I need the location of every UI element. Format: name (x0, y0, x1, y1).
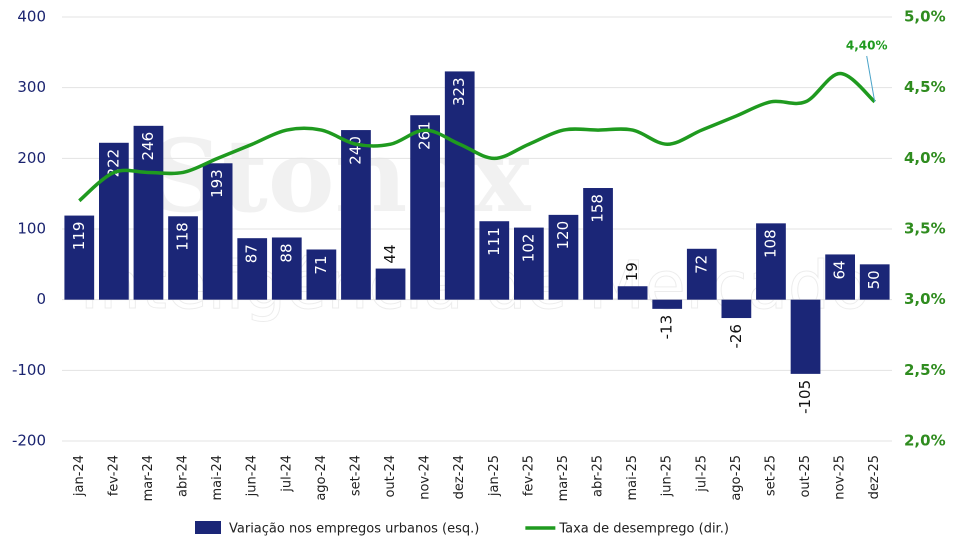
data-label: 193 (208, 169, 226, 198)
bar (271, 237, 302, 300)
x-tick-label: set-25 (763, 455, 778, 496)
bar (479, 221, 510, 300)
y-tick-label: 200 (17, 149, 46, 167)
x-tick-label: abr-24 (176, 455, 191, 497)
annotation-leader (866, 55, 876, 102)
bar (64, 215, 95, 300)
bar (548, 214, 579, 300)
bar (721, 299, 752, 319)
x-tick-label: mar-24 (141, 455, 156, 501)
data-label: 323 (450, 77, 468, 106)
x-tick-label: out-24 (383, 455, 398, 498)
x-tick-label: set-24 (348, 455, 363, 496)
bar (237, 238, 268, 300)
bar (514, 227, 544, 300)
data-label: 118 (174, 222, 192, 251)
x-tick-label: fev-25 (521, 455, 536, 496)
data-label: -105 (796, 380, 814, 414)
data-label: 120 (554, 221, 572, 250)
y-tick-label: -100 (12, 361, 46, 379)
data-label: 50 (865, 270, 883, 289)
data-label: 119 (70, 222, 88, 251)
legend-swatch (195, 521, 221, 534)
data-label: -26 (727, 324, 745, 349)
data-label: 102 (519, 234, 537, 263)
y-tick-label: 100 (17, 220, 46, 238)
legend-label: Taxa de desemprego (dir.) (558, 522, 729, 537)
bar (444, 71, 475, 300)
bar (410, 115, 440, 300)
x-tick-label: dez-25 (867, 455, 882, 499)
data-label: 64 (831, 260, 849, 279)
y2-tick-label: 2,5% (904, 361, 946, 379)
x-tick-label: jan-24 (72, 455, 87, 497)
y2-tick-label: 3,5% (904, 220, 946, 238)
data-label: 87 (243, 244, 261, 263)
y2-tick-label: 4,5% (904, 78, 946, 96)
x-tick-label: jul-24 (279, 455, 294, 493)
x-tick-label: mai-25 (625, 455, 640, 500)
data-label: 158 (589, 194, 607, 223)
data-label: 108 (761, 229, 779, 258)
y2-tick-label: 3,0% (904, 290, 946, 308)
y2-tick-label: 4,0% (904, 149, 946, 167)
x-tick-label: nov-25 (833, 455, 848, 500)
bar (859, 264, 890, 300)
y-tick-label: 300 (17, 78, 46, 96)
x-tick-label: mai-24 (210, 455, 225, 500)
x-tick-label: ago-25 (729, 455, 744, 501)
bar (617, 286, 648, 300)
x-tick-label: ago-24 (314, 455, 329, 501)
data-label: 111 (485, 227, 503, 256)
bar (756, 223, 786, 300)
data-label: 71 (312, 255, 330, 274)
watermark: Inteligência de Mercado (80, 247, 871, 324)
data-label: 261 (416, 121, 434, 150)
x-tick-label: nov-24 (418, 455, 433, 500)
x-tick-label: jun-25 (660, 455, 675, 497)
x-tick-label: jan-25 (487, 455, 502, 497)
x-tick-label: jun-24 (245, 455, 260, 497)
y2-tick-label: 2,0% (904, 432, 946, 450)
bar (202, 163, 233, 300)
x-tick-label: out-25 (798, 455, 813, 498)
y-tick-label: -200 (12, 432, 46, 450)
bar (341, 130, 371, 300)
legend-label: Variação nos empregos urbanos (esq.) (229, 522, 479, 537)
x-tick-label: dez-24 (452, 455, 467, 499)
bar (306, 249, 337, 300)
data-label: 246 (139, 132, 157, 161)
data-label: 44 (381, 244, 399, 263)
x-tick-label: fev-24 (106, 455, 121, 496)
bar (133, 125, 164, 300)
data-label: 72 (692, 255, 710, 274)
y-tick-label: 0 (36, 290, 46, 308)
data-label: 19 (623, 262, 641, 281)
bar (375, 268, 406, 300)
y2-tick-label: 5,0% (904, 8, 946, 26)
bar (825, 254, 855, 300)
bar (686, 248, 717, 300)
x-tick-label: abr-25 (591, 455, 606, 497)
data-label: -13 (658, 315, 676, 340)
bar (583, 188, 613, 300)
x-tick-label: mar-25 (556, 455, 571, 501)
bar (652, 299, 683, 309)
annotation: 4,40% (846, 39, 888, 53)
bar (168, 216, 198, 300)
data-label: 88 (277, 243, 295, 262)
x-tick-label: jul-25 (694, 455, 709, 493)
bar (790, 299, 821, 374)
line (78, 71, 876, 203)
y-tick-label: 400 (17, 8, 46, 26)
